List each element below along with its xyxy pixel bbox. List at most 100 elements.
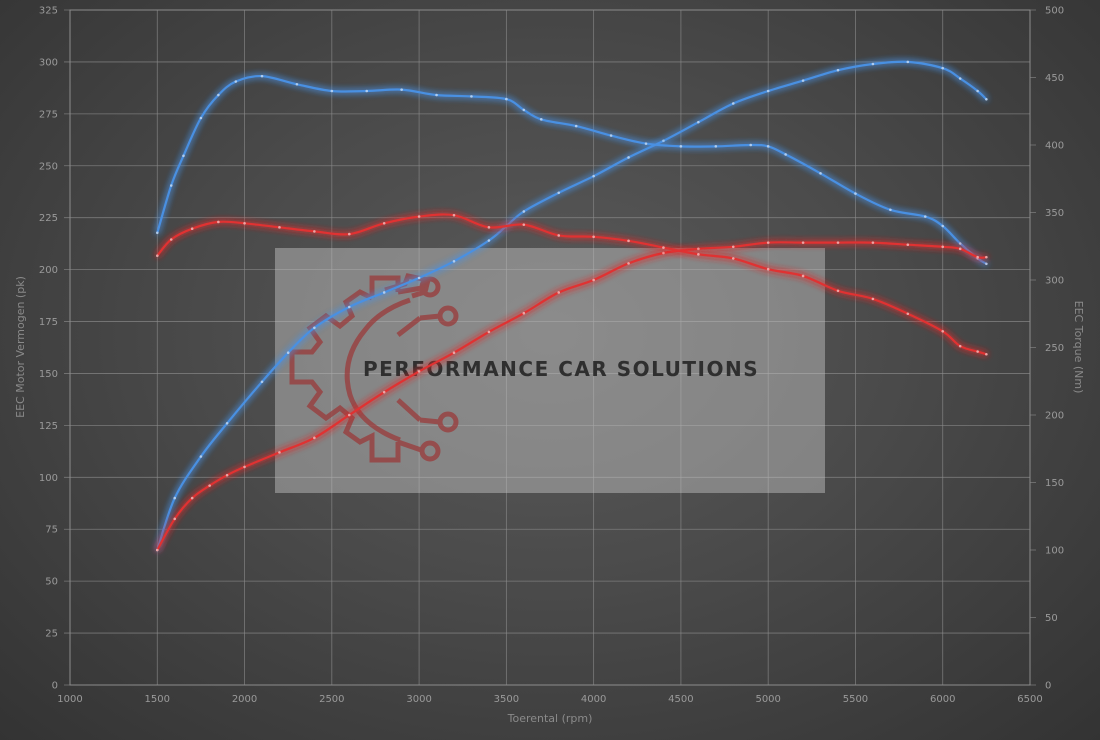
x-tick-label: 6000 (930, 694, 955, 705)
y2-tick-label: 50 (1045, 613, 1058, 624)
tuned_power-point (199, 455, 203, 458)
stock_torque-point (766, 267, 770, 271)
stock_power-point (278, 451, 281, 454)
stock_power-point (522, 311, 526, 315)
tuned_power-point (871, 62, 875, 66)
series (155, 60, 988, 552)
stock_torque-point (627, 239, 630, 243)
tuned_power-point (417, 276, 421, 280)
y-tick-label: 175 (39, 317, 58, 328)
stock_power-point (985, 255, 988, 259)
gear-circuit-logo (289, 273, 459, 463)
stock_torque-point (976, 350, 979, 353)
stock_torque-point (243, 222, 246, 225)
stock_torque-line (156, 213, 988, 356)
tuned_power-point (766, 89, 770, 93)
stock_power-point (836, 241, 840, 244)
y-tick-label: 25 (45, 629, 58, 640)
tuned_power-point (557, 191, 561, 195)
tuned_torque-point (923, 215, 927, 218)
tuned_power-point (347, 305, 351, 309)
stock_torque-point (871, 297, 875, 301)
y-tick-label: 150 (39, 369, 58, 380)
tuned_torque-point (330, 89, 334, 93)
tuned_power-point (382, 291, 386, 294)
tuned_torque-point (295, 82, 299, 86)
stock_power-point (382, 390, 386, 394)
tuned_torque-point (749, 143, 753, 147)
tuned_power-point (173, 496, 177, 500)
tuned_torque-point (182, 154, 185, 158)
tuned_torque-point (714, 145, 718, 148)
stock_torque-point (452, 213, 456, 217)
stock_power-point (208, 484, 211, 487)
stock_power-point (243, 465, 246, 469)
tuned_power-point (260, 380, 264, 384)
tuned_torque-point (889, 208, 892, 212)
tuned_torque-point (644, 142, 648, 145)
tuned_torque-point (435, 93, 438, 97)
x-tick-label: 5000 (755, 694, 780, 705)
x-tick-label: 4000 (581, 694, 606, 705)
stock_power-point (155, 548, 159, 552)
stock_power-point (417, 370, 421, 373)
stock_power-point (871, 241, 875, 244)
stock_power-point (941, 245, 945, 249)
y2-tick-label: 250 (1045, 343, 1064, 354)
tuned_torque-point (155, 231, 159, 235)
stock_torque-point (417, 215, 421, 218)
tuned_torque-point (819, 172, 822, 175)
x-tick-label: 6500 (1017, 694, 1042, 705)
y-tick-label: 325 (39, 6, 58, 17)
x-axis-title: Toerental (rpm) (507, 712, 593, 725)
stock_torque-point (801, 274, 805, 278)
tuned_torque-point (854, 192, 857, 195)
stock_power-point (225, 473, 229, 477)
stock_torque-point (557, 234, 561, 237)
axis-ticks: 1000 1500 2000 2500 3000 3500 4000 4500 5000 5500… (39, 6, 1064, 706)
tuned_power-point (487, 239, 491, 242)
stock_torque-point (731, 257, 735, 260)
stock_power-point (313, 436, 316, 440)
tuned_power-point (225, 422, 229, 425)
stock_power-point (190, 496, 194, 500)
stock_torque-point (487, 226, 491, 229)
stock_torque-point (155, 254, 159, 257)
y2-tick-label: 100 (1045, 546, 1064, 557)
stock_power-point (801, 241, 805, 244)
stock_torque-point (906, 312, 910, 316)
stock_torque-point (347, 232, 351, 236)
stock_power-point (487, 330, 491, 334)
tuned_torque-point (260, 74, 264, 78)
stock_torque-point (662, 246, 665, 249)
y2-axis-title: EEC Torque (Nm) (1072, 301, 1085, 394)
x-tick-label: 2500 (319, 694, 344, 705)
tuned_power-point (522, 210, 526, 213)
stock_power-point (766, 241, 770, 244)
x-tick-label: 2000 (232, 694, 257, 705)
tuned_torque-point (941, 224, 945, 228)
tuned_torque-point (199, 116, 203, 120)
tuned_torque-point (539, 118, 543, 121)
stock_torque-point (190, 227, 194, 230)
tuned_power-point (801, 79, 805, 82)
tuned_power-point (627, 156, 630, 159)
y2-tick-label: 150 (1045, 478, 1064, 489)
y2-tick-label: 300 (1045, 276, 1064, 287)
stock_torque-point (522, 223, 526, 226)
y-tick-label: 75 (45, 525, 58, 536)
tuned_torque-point (217, 93, 220, 97)
stock_torque-point (313, 230, 316, 233)
y2-tick-label: 200 (1045, 411, 1064, 422)
tuned_torque-point (470, 95, 473, 98)
watermark: PERFORMANCE CAR SOLUTIONS (275, 248, 825, 493)
x-tick-label: 3500 (494, 694, 519, 705)
y-tick-label: 125 (39, 421, 58, 432)
x-tick-label: 3000 (406, 694, 431, 705)
x-tick-label: 4500 (668, 694, 693, 705)
watermark-brand-text: PERFORMANCE CAR SOLUTIONS (363, 357, 759, 381)
tuned_torque-series (155, 74, 988, 266)
tuned_torque-point (958, 242, 962, 245)
stock_torque-point (697, 253, 700, 256)
